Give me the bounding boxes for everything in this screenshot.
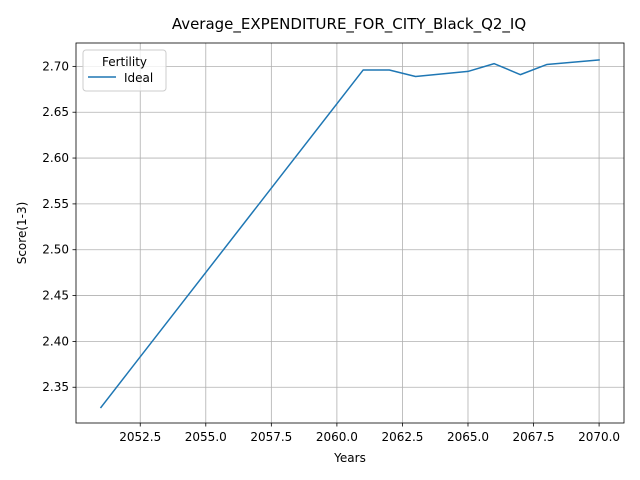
y-tick-label: 2.70 bbox=[42, 59, 69, 73]
y-tick-label: 2.65 bbox=[42, 105, 69, 119]
x-tick-label: 2055.0 bbox=[185, 430, 227, 444]
legend-title: Fertility bbox=[102, 55, 147, 69]
grid-lines bbox=[76, 43, 624, 423]
series-line-ideal bbox=[99, 59, 600, 409]
y-tick-label: 2.50 bbox=[42, 243, 69, 257]
series-lines bbox=[99, 59, 600, 409]
y-axis-label: Score(1-3) bbox=[15, 202, 29, 265]
legend: Fertility Ideal bbox=[82, 49, 167, 92]
y-tick-label: 2.40 bbox=[42, 334, 69, 348]
legend-box bbox=[82, 49, 167, 92]
x-tick-label: 2065.0 bbox=[447, 430, 489, 444]
x-axis-label: Years bbox=[333, 451, 366, 465]
y-tick-label: 2.45 bbox=[42, 289, 69, 303]
x-axis-ticks: 2052.5 2055.0 2057.5 2060.0 2062.5 2065.0 2067… bbox=[119, 423, 620, 444]
y-axis-ticks: 2.35 2.40 2.45 2.50 2.55 2.60 2.65 2.70 bbox=[42, 59, 76, 394]
x-tick-label: 2060.0 bbox=[316, 430, 358, 444]
y-tick-label: 2.60 bbox=[42, 151, 69, 165]
plot-frame bbox=[75, 42, 625, 424]
y-tick-label: 2.55 bbox=[42, 197, 69, 211]
x-tick-label: 2052.5 bbox=[119, 430, 161, 444]
x-tick-label: 2067.5 bbox=[513, 430, 555, 444]
x-tick-label: 2062.5 bbox=[381, 430, 423, 444]
x-tick-label: 2070.0 bbox=[578, 430, 620, 444]
x-tick-label: 2057.5 bbox=[250, 430, 292, 444]
y-tick-label: 2.35 bbox=[42, 380, 69, 394]
legend-label-ideal: Ideal bbox=[124, 71, 153, 85]
chart-title: Average_EXPENDITURE_FOR_CITY_Black_Q2_IQ bbox=[172, 15, 526, 34]
